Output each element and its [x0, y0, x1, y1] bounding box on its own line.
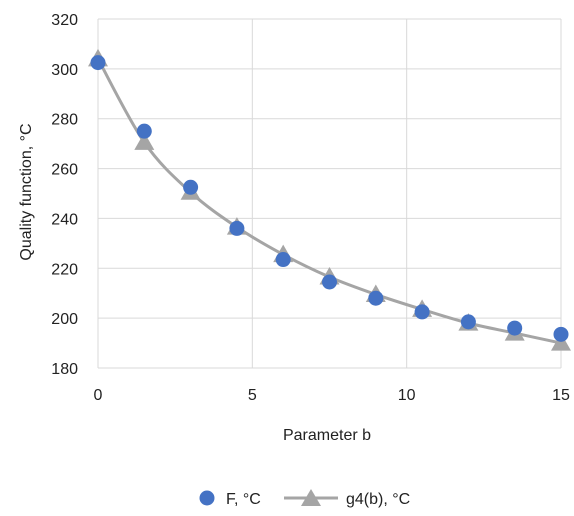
series: [88, 48, 571, 351]
series-f-point: [136, 123, 152, 139]
y-tick-labels: 180 200 220 240 260 280 300 320: [51, 12, 78, 378]
y-tick-label: 260: [51, 162, 78, 179]
series-g4-line: [96, 58, 562, 345]
x-axis-title: Parameter b: [283, 427, 371, 444]
y-axis-title: Quality function, °C: [18, 123, 35, 260]
x-tick-labels: 0 5 10 15: [94, 387, 570, 404]
y-tick-label: 320: [51, 12, 78, 29]
x-tick-label: 5: [248, 387, 257, 404]
series-f-point: [460, 314, 476, 330]
series-f-point: [553, 326, 569, 342]
series-f-point: [275, 252, 291, 268]
y-tick-label: 300: [51, 62, 78, 79]
series-f-point: [229, 220, 245, 236]
y-tick-label: 180: [51, 361, 78, 378]
x-tick-label: 10: [398, 387, 416, 404]
series-f-point: [507, 320, 523, 336]
legend-label-f: F, °C: [226, 491, 261, 508]
legend-label-g4: g4(b), °C: [346, 491, 410, 508]
y-tick-label: 200: [51, 311, 78, 328]
y-tick-label: 280: [51, 112, 78, 129]
series-f-point: [368, 290, 384, 306]
x-tick-label: 15: [552, 387, 570, 404]
legend: F, °C g4(b), °C: [199, 489, 410, 508]
y-tick-label: 240: [51, 211, 78, 228]
legend-marker-g4: [301, 489, 321, 506]
grid: [97, 18, 562, 369]
x-tick-label: 0: [94, 387, 103, 404]
series-f-point: [322, 274, 337, 290]
series-f-point: [183, 179, 199, 195]
series-g4-point: [134, 132, 155, 150]
legend-marker-f: [199, 490, 215, 506]
series-f-point: [414, 304, 430, 320]
series-f-point: [90, 55, 106, 71]
y-tick-label: 220: [51, 261, 78, 278]
